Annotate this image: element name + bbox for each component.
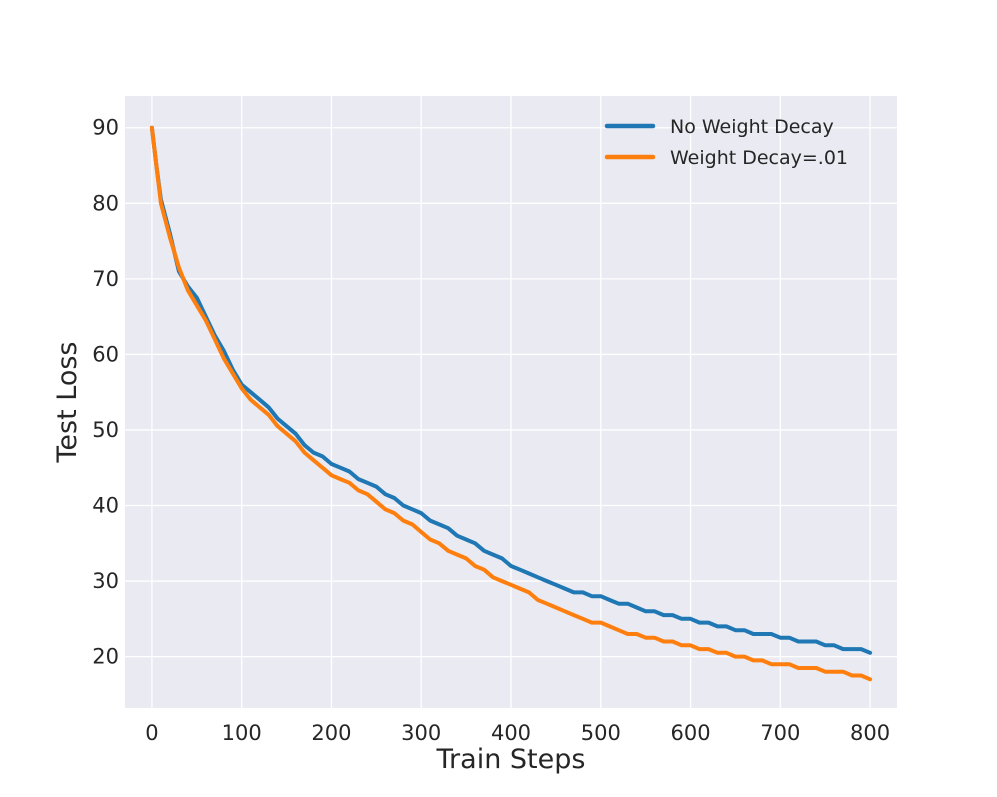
x-axis-label: Train Steps <box>436 744 586 775</box>
legend-label: No Weight Decay <box>670 116 834 138</box>
x-tick-label: 400 <box>491 721 531 745</box>
y-axis-label: Test Loss <box>52 342 83 464</box>
y-tick-label: 30 <box>92 569 119 593</box>
y-tick-label: 50 <box>92 418 119 442</box>
x-tick-label: 0 <box>145 721 158 745</box>
y-tick-label: 90 <box>92 116 119 140</box>
grid-lines <box>125 96 897 708</box>
y-tick-label: 60 <box>92 342 119 366</box>
x-tick-label: 700 <box>760 721 800 745</box>
x-tick-labels: 0 100 200 300 400 500 600 700 800 <box>145 721 890 745</box>
y-tick-labels: 20 30 40 50 60 70 80 90 <box>92 116 119 669</box>
legend-label: Weight Decay=.01 <box>670 147 848 169</box>
legend: No Weight Decay Weight Decay=.01 <box>604 116 848 169</box>
y-tick-label: 80 <box>92 191 119 215</box>
x-tick-label: 100 <box>222 721 262 745</box>
x-tick-label: 800 <box>850 721 890 745</box>
x-tick-label: 600 <box>670 721 710 745</box>
y-tick-label: 20 <box>92 645 119 669</box>
y-tick-label: 40 <box>92 494 119 518</box>
series-layer <box>149 125 873 682</box>
y-tick-label: 70 <box>92 267 119 291</box>
x-tick-label: 300 <box>401 721 441 745</box>
series-line-2 <box>149 125 873 682</box>
series-line-1 <box>149 125 873 655</box>
x-tick-label: 500 <box>581 721 621 745</box>
x-tick-label: 200 <box>311 721 351 745</box>
